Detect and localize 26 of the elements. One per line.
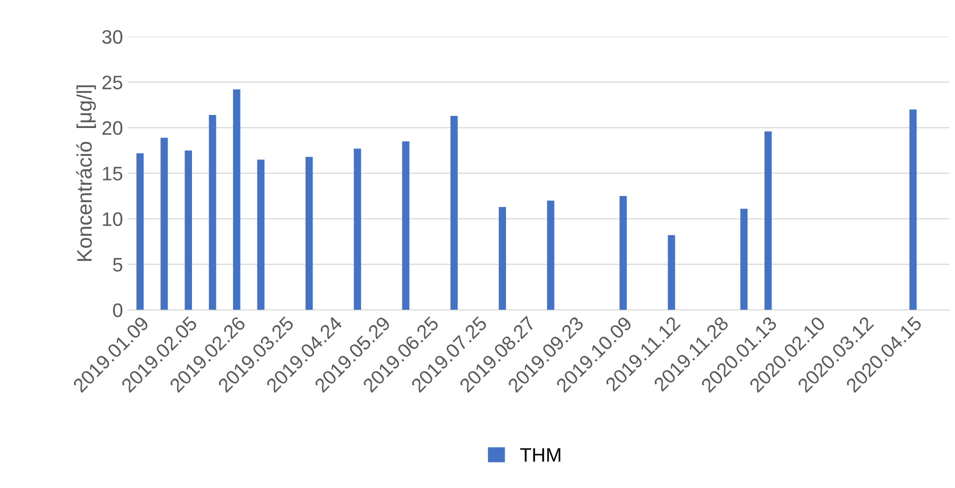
- bar: [306, 156, 313, 310]
- bar: [233, 89, 240, 310]
- legend-label: THM: [520, 448, 560, 462]
- y-tick-label: 15: [102, 166, 122, 180]
- bar: [909, 109, 917, 310]
- bar: [136, 153, 144, 310]
- y-tick-label: 20: [102, 121, 122, 135]
- y-tick-label: 0: [113, 303, 122, 318]
- y-axis-title: Koncentráció [μg/l]: [76, 85, 96, 261]
- y-tick-label: 5: [113, 258, 122, 272]
- y-tick-label: 30: [102, 30, 122, 44]
- bar: [498, 206, 506, 310]
- bar: [257, 160, 264, 310]
- bar: [184, 150, 192, 310]
- bar: [450, 116, 458, 310]
- bar: [740, 208, 748, 310]
- bar: [547, 200, 554, 310]
- bar: [668, 235, 676, 310]
- bar: [208, 114, 216, 310]
- bar: [620, 196, 627, 310]
- bar: [160, 138, 168, 310]
- y-tick-label: 25: [102, 76, 122, 90]
- bar: [354, 148, 362, 310]
- bar: [402, 141, 410, 310]
- bar: [764, 131, 772, 310]
- y-tick-label: 10: [102, 212, 122, 226]
